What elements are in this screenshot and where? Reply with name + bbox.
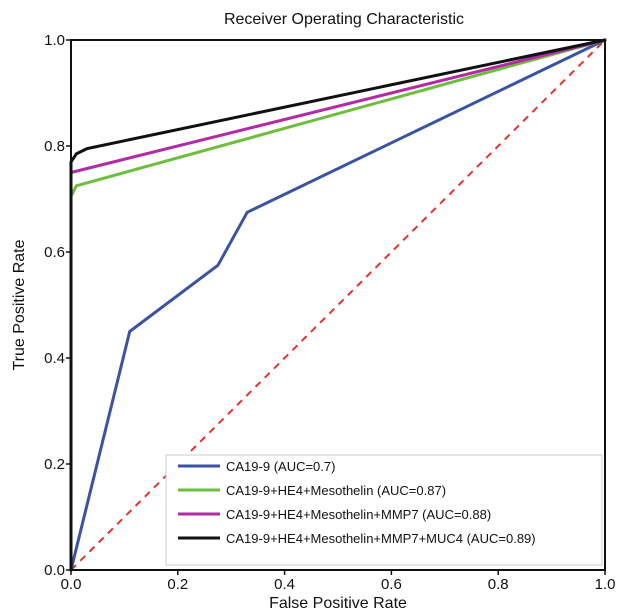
x-tick-label: 0.2 (167, 576, 188, 593)
legend: CA19-9 (AUC=0.7) CA19-9+HE4+Mesothelin (A… (165, 454, 603, 566)
y-tick-label: 0.4 (44, 350, 65, 367)
y-tick-label: 0.0 (44, 562, 65, 579)
x-tick-label: 0.0 (61, 576, 82, 593)
x-axis-ticks: 0.0 0.2 0.4 0.6 0.8 1.0 (61, 570, 616, 593)
x-tick-label: 1.0 (595, 576, 616, 593)
plot-frame (70, 39, 606, 571)
y-axis-ticks: 0.0 0.2 0.4 0.6 0.8 1.0 (44, 32, 71, 579)
x-tick-label: 0.4 (274, 576, 295, 593)
y-tick-label: 0.8 (44, 138, 65, 155)
y-tick-label: 0.6 (44, 244, 65, 261)
legend-label-3: CA19-9+HE4+Mesothelin+MMP7 (AUC=0.88) (226, 507, 491, 522)
x-tick-label: 0.8 (488, 576, 509, 593)
legend-label-2: CA19-9+HE4+Mesothelin (AUC=0.87) (226, 483, 446, 498)
y-tick-label: 0.2 (44, 456, 65, 473)
chart-title: Receiver Operating Characteristic (224, 11, 464, 28)
x-axis-label: False Positive Rate (269, 595, 407, 612)
legend-label-4: CA19-9+HE4+Mesothelin+MMP7+MUC4 (AUC=0.8… (226, 531, 536, 546)
legend-box (165, 454, 603, 566)
x-tick-label: 0.6 (381, 576, 402, 593)
roc-series-line-1 (69, 38, 607, 572)
y-tick-label: 1.0 (44, 32, 65, 49)
y-axis-label: True Positive Rate (11, 239, 28, 370)
chance-reference-line (70, 39, 606, 571)
legend-label-1: CA19-9 (AUC=0.7) (226, 459, 335, 474)
